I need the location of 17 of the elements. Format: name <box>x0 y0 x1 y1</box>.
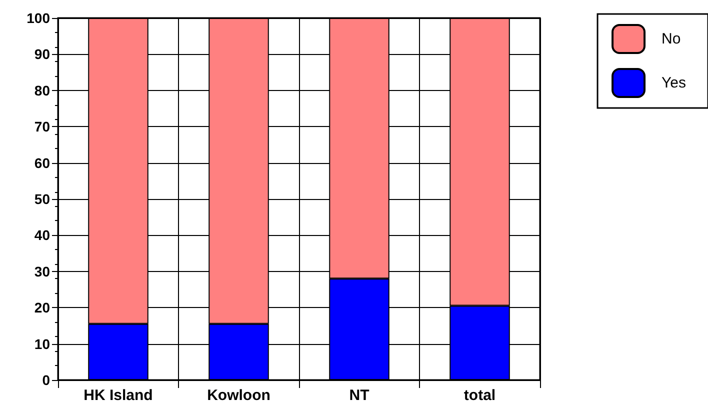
x-tick-label: Kowloon <box>207 387 270 404</box>
x-tick-label: total <box>464 387 496 404</box>
y-tick-label: 10 <box>34 336 50 352</box>
y-tick-label: 0 <box>42 372 50 388</box>
y-tick-label: 80 <box>34 82 50 98</box>
y-tick-label: 50 <box>34 191 50 207</box>
y-tick-label: 90 <box>34 46 50 62</box>
y-tick-label: 60 <box>34 154 50 171</box>
x-tick-label: NT <box>349 387 370 404</box>
legend-label: No <box>662 30 681 48</box>
legend-label: Yes <box>662 74 686 92</box>
y-tick-label: 100 <box>26 10 50 26</box>
y-tick-label: 70 <box>34 118 50 135</box>
y-tick-label: 30 <box>34 263 50 280</box>
x-tick-label: HK Island <box>84 387 153 404</box>
y-tick-label: 20 <box>34 300 50 316</box>
y-tick-label: 40 <box>34 227 50 244</box>
